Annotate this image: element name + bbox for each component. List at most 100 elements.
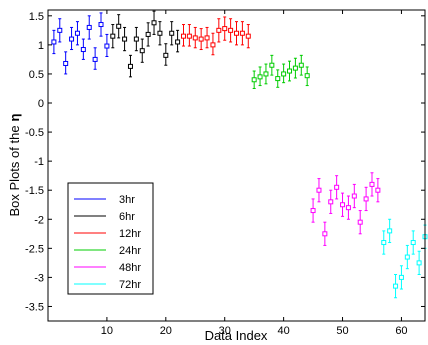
y-tick-label: 0: [38, 98, 44, 110]
data-point: [340, 192, 346, 217]
box-marker: [316, 187, 322, 193]
data-point: [127, 54, 133, 78]
y-tick-label: -1: [34, 156, 44, 168]
data-point: [416, 250, 422, 275]
box-marker: [398, 274, 404, 280]
data-point: [116, 14, 122, 39]
box-marker: [387, 228, 393, 234]
box-marker: [216, 27, 222, 33]
box-marker: [310, 208, 316, 214]
data-point: [222, 16, 228, 41]
x-tick-label: 10: [101, 325, 113, 337]
data-point: [163, 43, 169, 66]
y-tick-label: -1.5: [25, 185, 44, 197]
data-point: [310, 198, 316, 223]
data-point: [192, 26, 198, 49]
data-point: [263, 63, 269, 85]
box-marker: [192, 35, 198, 41]
data-point: [334, 175, 340, 200]
data-point: [328, 189, 334, 214]
data-point: [357, 210, 363, 235]
data-point: [381, 230, 387, 255]
data-point: [292, 57, 298, 79]
data-point: [287, 60, 293, 82]
data-point: [69, 26, 75, 51]
box-marker: [198, 36, 204, 42]
box-marker: [204, 35, 210, 41]
box-marker: [298, 62, 304, 68]
box-marker: [357, 219, 363, 225]
data-point: [239, 21, 245, 46]
data-point: [257, 66, 263, 87]
box-marker: [63, 60, 69, 66]
data-point: [74, 21, 80, 46]
box-marker: [334, 184, 340, 190]
x-tick-label: 50: [336, 325, 348, 337]
y-tick-label: -2: [34, 214, 44, 226]
box-marker: [92, 56, 98, 62]
y-tick-label: 0.5: [29, 69, 44, 81]
data-point: [375, 178, 381, 203]
y-tick-label: -3.5: [25, 301, 44, 313]
box-marker: [186, 33, 192, 39]
box-marker: [304, 73, 310, 79]
data-point: [198, 28, 204, 51]
box-marker: [351, 193, 357, 199]
box-marker: [163, 52, 169, 58]
data-point: [387, 218, 393, 244]
box-marker: [245, 33, 251, 39]
box-marker: [210, 42, 216, 48]
box-marker: [69, 36, 75, 42]
data-point: [157, 21, 163, 46]
box-marker: [51, 39, 57, 45]
y-tick-label: -3: [34, 272, 44, 284]
data-point: [92, 47, 98, 70]
box-marker: [139, 48, 145, 54]
box-marker: [157, 30, 163, 36]
data-point: [133, 26, 139, 52]
legend-box: [67, 182, 154, 295]
box-marker: [127, 63, 133, 69]
data-point: [251, 70, 257, 89]
box-marker: [104, 43, 110, 49]
data-point: [216, 18, 222, 43]
y-axis-ticks: 1.5 1 0.5 0 -0.5 -1 -1.5 -2 -2.5 -3 -3.5: [25, 11, 425, 313]
data-point: [351, 183, 357, 209]
box-marker: [263, 71, 269, 77]
box-marker: [234, 30, 239, 36]
box-marker: [340, 202, 346, 208]
data-point: [316, 178, 322, 203]
box-marker: [269, 62, 275, 68]
data-point: [322, 221, 328, 246]
data-point: [234, 21, 239, 46]
box-marker: [110, 33, 116, 39]
data-point: [281, 63, 287, 84]
legend-label: 48hr: [119, 262, 141, 274]
data-point: [110, 24, 116, 49]
x-axis-label: Data Index: [205, 328, 268, 343]
legend-label: 3hr: [119, 194, 135, 206]
data-point: [304, 66, 310, 87]
box-marker: [281, 71, 287, 77]
box-marker: [222, 26, 228, 32]
data-point: [269, 54, 275, 76]
box-marker: [322, 231, 328, 237]
box-marker: [257, 74, 263, 80]
y-tick-label: -2.5: [25, 243, 44, 255]
box-marker: [116, 23, 122, 29]
box-marker: [275, 76, 281, 82]
data-point: [169, 21, 175, 46]
plot-frame: [47, 9, 426, 322]
box-marker: [133, 36, 139, 42]
box-marker: [80, 47, 86, 53]
data-point: [245, 24, 251, 49]
y-axis-label: Box Plots of the η: [7, 113, 22, 216]
x-tick-label: 20: [160, 325, 172, 337]
y-tick-label: 1.5: [29, 11, 44, 23]
y-tick-label: -0.5: [25, 127, 44, 139]
box-marker: [145, 31, 151, 37]
data-point: [51, 29, 57, 55]
box-marker: [180, 33, 186, 39]
legend-label: 72hr: [119, 279, 141, 291]
box-marker: [369, 181, 375, 187]
